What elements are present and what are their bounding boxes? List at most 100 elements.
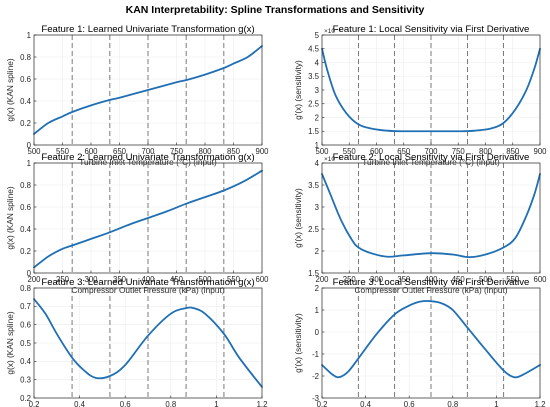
y-tick-label: 0.2 bbox=[20, 394, 31, 403]
y-axis-label: g(x) (KAN spline) bbox=[5, 186, 15, 249]
y-axis-label: g'(x) (sensitivity) bbox=[293, 60, 303, 120]
x-tick-label: 750 bbox=[452, 147, 466, 156]
y-tick-label: 1 bbox=[27, 31, 31, 40]
y-tick-label: 0.7 bbox=[20, 302, 31, 311]
y-tick-label: 0.6 bbox=[20, 75, 31, 84]
panel-title: Feature 1: Local Sensitivity via First D… bbox=[333, 24, 530, 35]
x-tick-label: 500 bbox=[198, 275, 212, 284]
x-tick-label: 1.2 bbox=[257, 400, 268, 407]
y-tick-label: -2 bbox=[312, 372, 319, 381]
series-line bbox=[33, 169, 263, 269]
x-tick-label: 550 bbox=[56, 147, 70, 156]
y-tick-label: 3 bbox=[315, 203, 319, 212]
x-tick-label: 500 bbox=[479, 275, 493, 284]
x-axis-label: Turbine Inlet Temperature (°C) (input) bbox=[79, 157, 217, 167]
y-tick-label: 2.5 bbox=[308, 100, 320, 109]
axes-frame bbox=[321, 287, 541, 399]
x-tick-label: 550 bbox=[227, 275, 241, 284]
y-tick-label: 0.8 bbox=[20, 53, 31, 62]
x-tick-label: 850 bbox=[227, 147, 241, 156]
series-line bbox=[33, 45, 263, 135]
y-tick-label: 0 bbox=[315, 328, 320, 337]
y-tick-label: -1 bbox=[312, 350, 319, 359]
y-tick-label: 3 bbox=[315, 86, 319, 95]
x-tick-label: 500 bbox=[27, 147, 41, 156]
x-axis-label: Turbine Inlet Temperature (°C) (input) bbox=[362, 157, 500, 167]
x-tick-label: 750 bbox=[170, 147, 184, 156]
y-tick-label: 5 bbox=[315, 31, 320, 40]
x-tick-label: 0.2 bbox=[317, 400, 328, 407]
x-tick-label: 0.6 bbox=[120, 400, 131, 407]
y-tick-label: 0.6 bbox=[20, 203, 31, 212]
x-tick-label: 250 bbox=[343, 275, 357, 284]
axis-multiplier: ×10⁻³ bbox=[324, 28, 341, 35]
panel-4: 200 250 300 350 400 450 500 550 600 1.5 2 2.5 3 3.5 4 ×… bbox=[293, 152, 547, 295]
x-tick-label: 450 bbox=[170, 275, 184, 284]
y-tick-label: 1.5 bbox=[308, 127, 320, 136]
panel-6: 0.2 0.4 0.6 0.8 1 1.2 -3 -2 -1 0 1 2 Feature 3: Loca… bbox=[293, 277, 545, 407]
y-axis-label: g'(x) (sensitivity) bbox=[293, 313, 303, 373]
x-tick-label: 1 bbox=[214, 400, 218, 407]
x-tick-label: 350 bbox=[397, 275, 411, 284]
x-tick-label: 0.4 bbox=[74, 400, 86, 407]
x-tick-label: 200 bbox=[315, 275, 329, 284]
x-tick-label: 650 bbox=[397, 147, 411, 156]
y-tick-label: 2 bbox=[315, 113, 319, 122]
panel-title: Feature 1: Learned Univariate Transforma… bbox=[41, 24, 254, 35]
x-tick-label: 600 bbox=[370, 147, 384, 156]
x-tick-label: 900 bbox=[533, 147, 547, 156]
y-tick-label: 1 bbox=[315, 141, 319, 150]
y-tick-label: 0.5 bbox=[20, 339, 32, 348]
panel-5: 0.2 0.4 0.6 0.8 1 1.2 0.2 0.3 0.4 0.5 0.6 0.7 0.8 Fea… bbox=[5, 277, 267, 407]
panel-title: Feature 3: Local Sensitivity via First D… bbox=[333, 277, 530, 288]
y-tick-label: 3.5 bbox=[308, 181, 320, 190]
y-tick-label: 4.5 bbox=[308, 45, 320, 54]
series-line bbox=[321, 173, 541, 259]
x-tick-label: 0.6 bbox=[404, 400, 415, 407]
y-tick-label: 0.6 bbox=[20, 320, 31, 329]
y-tick-label: 2.5 bbox=[308, 225, 320, 234]
x-tick-label: 450 bbox=[452, 275, 466, 284]
series-line bbox=[33, 298, 263, 388]
x-tick-label: 850 bbox=[506, 147, 520, 156]
y-tick-label: 0.2 bbox=[20, 119, 31, 128]
y-tick-label: 2 bbox=[315, 284, 319, 293]
y-tick-label: 0.4 bbox=[20, 357, 32, 366]
x-tick-label: 500 bbox=[315, 147, 329, 156]
x-tick-label: 600 bbox=[255, 275, 269, 284]
y-tick-label: 1.5 bbox=[308, 269, 320, 278]
x-tick-label: 800 bbox=[479, 147, 493, 156]
y-tick-label: 2 bbox=[315, 247, 319, 256]
y-axis-label: g'(x) (sensitivity) bbox=[293, 188, 303, 248]
x-tick-label: 250 bbox=[56, 275, 70, 284]
series-line bbox=[321, 300, 541, 379]
x-tick-label: 0.4 bbox=[360, 400, 372, 407]
y-tick-label: 0.2 bbox=[20, 247, 31, 256]
x-tick-label: 0.8 bbox=[165, 400, 176, 407]
panel-1: 500 550 600 650 700 750 800 850 900 0 0.2 0.4 0.6 0.8… bbox=[5, 24, 269, 167]
y-tick-label: 4 bbox=[315, 159, 320, 168]
y-tick-label: 0 bbox=[27, 141, 32, 150]
x-tick-label: 400 bbox=[141, 275, 155, 284]
y-tick-label: 0.4 bbox=[20, 97, 32, 106]
panel-title: Feature 2: Learned Univariate Transforma… bbox=[41, 152, 254, 163]
x-tick-label: 550 bbox=[343, 147, 357, 156]
y-tick-label: 0 bbox=[27, 269, 32, 278]
x-tick-label: 550 bbox=[506, 275, 520, 284]
x-tick-label: 300 bbox=[84, 275, 98, 284]
x-tick-label: 800 bbox=[198, 147, 212, 156]
figure-title: KAN Interpretability: Spline Transformat… bbox=[126, 4, 425, 16]
y-tick-label: 4 bbox=[315, 58, 320, 67]
y-tick-label: 1 bbox=[27, 159, 31, 168]
y-tick-label: 0.4 bbox=[20, 225, 32, 234]
x-tick-label: 1 bbox=[494, 400, 498, 407]
x-tick-label: 0.2 bbox=[29, 400, 40, 407]
y-tick-label: -3 bbox=[312, 394, 319, 403]
x-tick-label: 900 bbox=[255, 147, 269, 156]
y-tick-label: 0.3 bbox=[20, 375, 31, 384]
y-axis-label: g(x) (KAN spline) bbox=[5, 311, 15, 374]
x-tick-label: 700 bbox=[424, 147, 438, 156]
y-tick-label: 1 bbox=[315, 306, 319, 315]
x-tick-label: 0.8 bbox=[447, 400, 458, 407]
